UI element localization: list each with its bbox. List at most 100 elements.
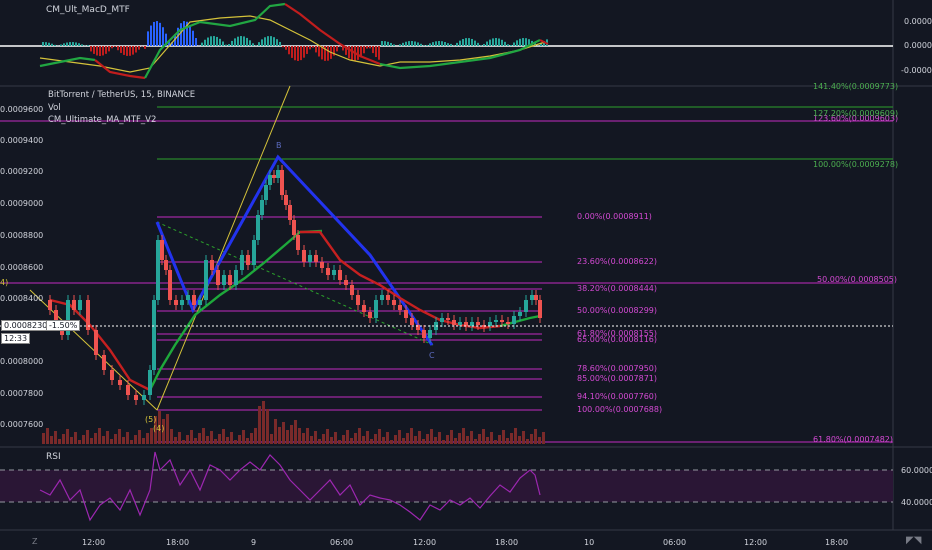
symbol-title[interactable]: BitTorrent / TetherUS, 15, BINANCE bbox=[48, 90, 196, 100]
volume-bar bbox=[494, 440, 497, 444]
volume-bar bbox=[238, 435, 241, 444]
macd-bar bbox=[60, 44, 62, 46]
study-ma-label[interactable]: CM_Ultimate_MA_MTF_V2 bbox=[48, 115, 157, 125]
macd-bar bbox=[246, 37, 248, 46]
macd-bar bbox=[450, 43, 452, 46]
price-axis-label: 0.0008800 bbox=[0, 231, 44, 240]
volume-bar bbox=[374, 434, 377, 444]
macd-bar bbox=[477, 42, 479, 46]
volume-bar bbox=[182, 440, 185, 444]
macd-bar bbox=[81, 44, 83, 46]
volume-bar bbox=[510, 433, 513, 444]
rsi-pane bbox=[0, 451, 893, 522]
macd-bar bbox=[318, 46, 320, 57]
volume-bar bbox=[370, 439, 373, 444]
macd-bar bbox=[159, 22, 161, 46]
fib-level-label: 50.00%(0.0008299) bbox=[577, 306, 658, 315]
macd-bar bbox=[177, 27, 179, 46]
macd-bar bbox=[306, 46, 308, 54]
macd-bar bbox=[462, 38, 464, 46]
volume-bar bbox=[174, 437, 177, 444]
macd-bar bbox=[264, 37, 266, 46]
macd-bar bbox=[489, 39, 491, 46]
macd-bar bbox=[75, 42, 77, 46]
volume-bar bbox=[442, 440, 445, 444]
macd-bar bbox=[435, 41, 437, 46]
volume-bar bbox=[58, 439, 61, 444]
volume-bar bbox=[278, 427, 281, 444]
macd-line-green-3 bbox=[379, 39, 541, 70]
macd-bar bbox=[504, 41, 506, 46]
volume-bar bbox=[230, 432, 233, 444]
macd-bar bbox=[522, 38, 524, 46]
macd-bar bbox=[381, 41, 383, 46]
tv-logo-icon[interactable]: ◤◥ bbox=[906, 535, 922, 546]
price-axis-label: 0.0009000 bbox=[0, 199, 44, 208]
macd-bar bbox=[426, 44, 428, 46]
price-axis-label: 0.0007800 bbox=[0, 389, 44, 398]
macd-bar bbox=[225, 44, 227, 46]
pattern-label-b: B bbox=[276, 141, 282, 150]
fibonacci-retracement[interactable] bbox=[0, 106, 893, 443]
macd-bar bbox=[117, 46, 119, 51]
volume-bar bbox=[250, 433, 253, 444]
macd-bar bbox=[132, 46, 134, 55]
volume-bar bbox=[366, 431, 369, 444]
volume-bar bbox=[438, 432, 441, 444]
volume-bar bbox=[334, 432, 337, 444]
macd-bar bbox=[258, 42, 260, 46]
time-axis-label: 9 bbox=[251, 538, 257, 547]
volume-bar bbox=[74, 432, 77, 444]
candlesticks bbox=[48, 165, 542, 405]
macd-bar bbox=[99, 46, 101, 56]
macd-bar bbox=[144, 46, 146, 49]
macd-bar bbox=[480, 45, 482, 46]
volume-bar bbox=[514, 428, 517, 444]
wave-label-5: (5) bbox=[145, 415, 157, 424]
price-axis-label: 0.0008000 bbox=[0, 357, 44, 366]
macd-bar bbox=[252, 43, 254, 46]
volume-bar bbox=[478, 434, 481, 444]
time-axis-label: 12:00 bbox=[413, 538, 437, 547]
volume-bar bbox=[506, 438, 509, 444]
bar-countdown-tag: 12:33 bbox=[1, 333, 31, 344]
macd-title[interactable]: CM_Ult_MacD_MTF bbox=[46, 5, 130, 15]
fib-level-label: 85.00%(0.0007871) bbox=[577, 374, 658, 383]
volume-bar bbox=[190, 430, 193, 444]
volume-bar bbox=[358, 428, 361, 444]
macd-bar bbox=[294, 46, 296, 61]
volume-bar bbox=[270, 434, 273, 444]
macd-bar bbox=[408, 41, 410, 46]
macd-bar bbox=[300, 46, 302, 61]
macd-bar bbox=[366, 46, 368, 49]
volume-bar bbox=[258, 406, 261, 444]
macd-bar bbox=[186, 21, 188, 46]
volume-bar bbox=[470, 431, 473, 444]
rsi-line bbox=[39, 451, 541, 522]
macd-bar bbox=[303, 46, 305, 58]
study-vol-label[interactable]: Vol bbox=[48, 103, 61, 113]
macd-bar bbox=[111, 46, 113, 49]
volume-bar bbox=[222, 429, 225, 444]
volume-bar bbox=[42, 433, 45, 444]
pattern-label-c: C bbox=[429, 351, 435, 360]
volume-bar bbox=[422, 439, 425, 444]
macd-bar bbox=[543, 41, 545, 46]
rsi-title[interactable]: RSI bbox=[46, 452, 61, 462]
macd-bar bbox=[48, 42, 50, 46]
volume-bar bbox=[322, 434, 325, 444]
zoom-icon[interactable]: Z bbox=[32, 537, 38, 546]
fib-level-label: 100.00%(0.0007688) bbox=[577, 405, 663, 414]
macd-bar bbox=[387, 41, 389, 46]
macd-bar bbox=[231, 40, 233, 46]
macd-bar bbox=[96, 46, 98, 56]
macd-axis-top: 0.0000 bbox=[904, 17, 932, 26]
volume-bar bbox=[282, 422, 285, 444]
macd-bar bbox=[471, 38, 473, 46]
macd-bar bbox=[126, 46, 128, 56]
volume-bar bbox=[398, 430, 401, 444]
macd-bar bbox=[45, 42, 47, 46]
volume-bar bbox=[538, 437, 541, 444]
macd-bar bbox=[162, 27, 164, 46]
